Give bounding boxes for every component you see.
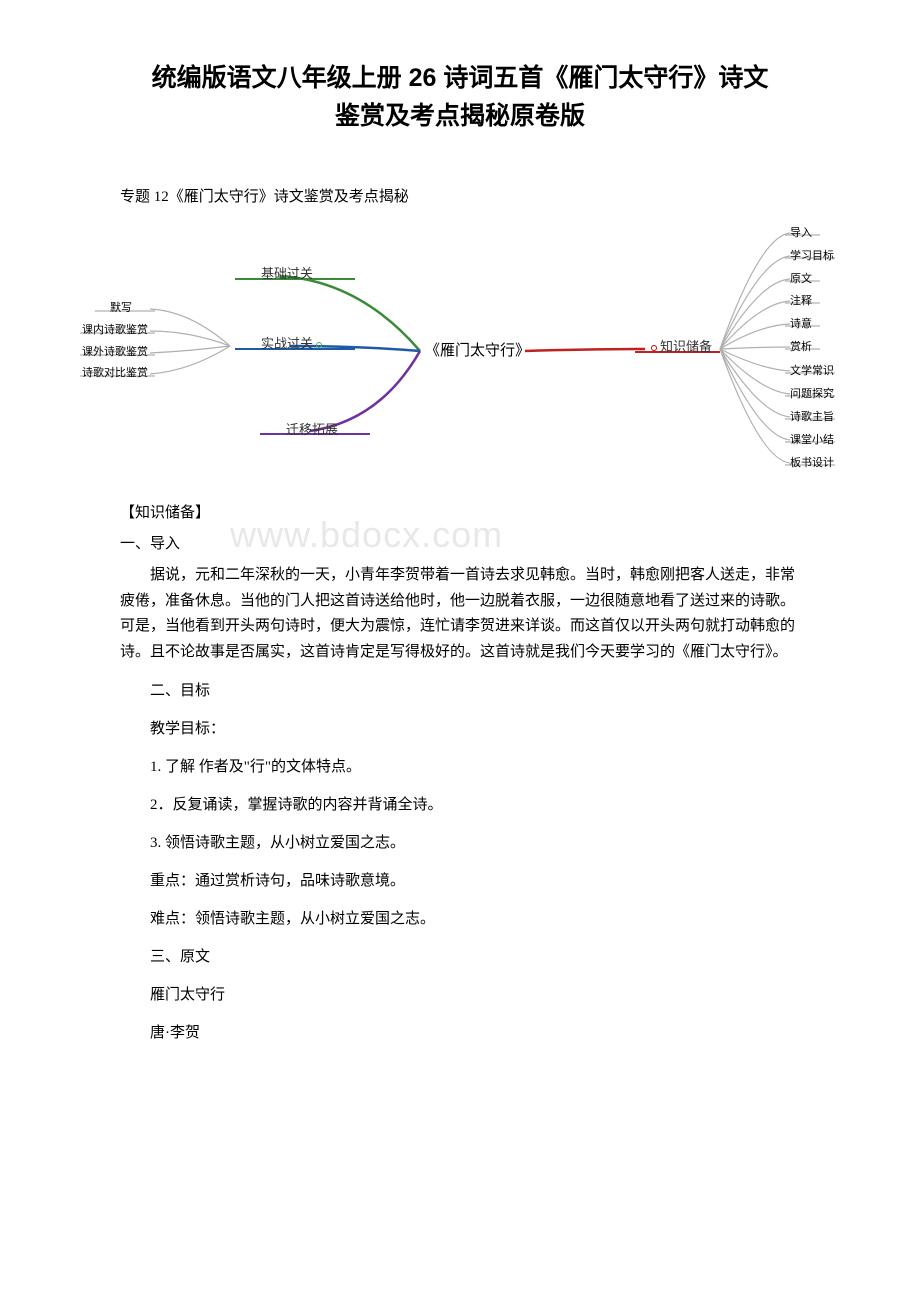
mindmap-leaf-right-2: 原文 (790, 270, 812, 286)
section-intro: 一、导入 (120, 532, 840, 553)
mindmap-node-practice: 实战过关 (255, 331, 328, 354)
section-knowledge-reserve: 【知识储备】 (120, 501, 840, 522)
goal-label: 教学目标： (120, 717, 800, 741)
poem-title: 雁门太守行 (120, 983, 800, 1007)
mindmap-leaf-right-0: 导入 (790, 224, 812, 240)
mindmap-node-extend: 迁移拓展 (280, 417, 344, 440)
mindmap-leaf-right-5: 赏析 (790, 338, 812, 354)
mindmap-leaf-left-2: 课外诗歌鉴赏 (82, 343, 148, 359)
goal-2: 2．反复诵读，掌握诗歌的内容并背诵全诗。 (120, 793, 800, 817)
title-line1: 统编版语文八年级上册 26 诗词五首《雁门太守行》诗文 (152, 64, 769, 92)
poem-author: 唐·李贺 (120, 1021, 800, 1045)
mindmap-leaf-right-8: 诗歌主旨 (790, 408, 834, 424)
mindmap-leaf-left-3: 诗歌对比鉴赏 (82, 364, 148, 380)
goal-1: 1. 了解 作者及"行"的文体特点。 (120, 755, 800, 779)
intro-paragraph: 据说，元和二年深秋的一天，小青年李贺带着一首诗去求见韩愈。当时，韩愈刚把客人送走… (120, 563, 800, 665)
mindmap-leaf-right-1: 学习目标 (790, 247, 834, 263)
goal-3: 3. 领悟诗歌主题，从小树立爱国之志。 (120, 831, 800, 855)
key-point: 重点：通过赏析诗句，品味诗歌意境。 (120, 869, 800, 893)
section-original-text: 三、原文 (120, 945, 800, 969)
mindmap-leaf-left-0: 默写 (110, 299, 132, 315)
mindmap-node-basics: 基础过关 (255, 261, 319, 284)
hard-point: 难点：领悟诗歌主题，从小树立爱国之志。 (120, 907, 800, 931)
mindmap-diagram: 《雁门太守行》 基础过关 实战过关 迁移拓展 知识储备 默写 课内诗歌鉴赏 课外… (80, 221, 840, 481)
mindmap-leaf-right-3: 注释 (790, 292, 812, 308)
section-goal: 二、目标 (120, 679, 800, 703)
title-line2: 鉴赏及考点揭秘原卷版 (335, 102, 585, 130)
mindmap-center: 《雁门太守行》 (425, 339, 530, 360)
mindmap-leaf-right-10: 板书设计 (790, 454, 834, 470)
mindmap-leaf-right-7: 问题探究 (790, 385, 834, 401)
subtitle: 专题 12《雁门太守行》诗文鉴赏及考点揭秘 (120, 185, 840, 206)
mindmap-leaf-left-1: 课内诗歌鉴赏 (82, 321, 148, 337)
mindmap-leaf-right-4: 诗意 (790, 315, 812, 331)
mindmap-node-knowledge: 知识储备 (645, 334, 718, 357)
mindmap-leaf-right-9: 课堂小结 (790, 431, 834, 447)
mindmap-leaf-right-6: 文学常识 (790, 362, 834, 378)
document-title: 统编版语文八年级上册 26 诗词五首《雁门太守行》诗文 鉴赏及考点揭秘原卷版 (80, 60, 840, 135)
